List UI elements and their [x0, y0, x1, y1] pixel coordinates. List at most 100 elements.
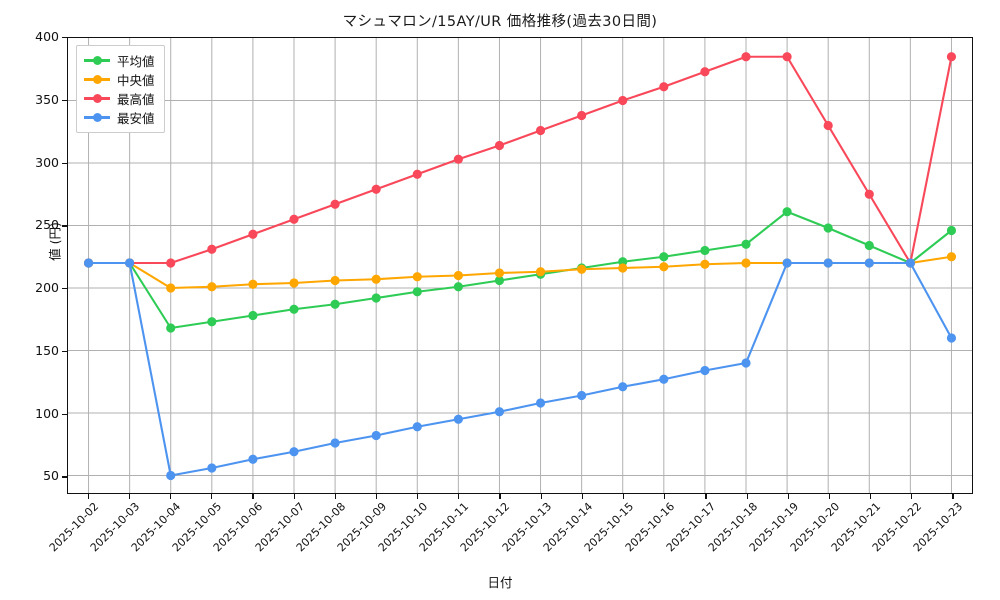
- x-tick-mark: [664, 494, 666, 499]
- series-marker: [371, 430, 381, 441]
- x-tick-mark: [169, 494, 172, 499]
- x-tick-mark: [622, 494, 625, 499]
- series-line-0: [87, 210, 953, 330]
- legend-label: 最高値: [117, 92, 155, 107]
- legend-label: 平均値: [117, 54, 155, 69]
- series-marker: [289, 214, 299, 224]
- legend-marker-icon: [93, 74, 102, 84]
- series-marker: [207, 463, 217, 473]
- series-marker: [741, 239, 751, 249]
- x-tick-mark: [334, 494, 336, 499]
- y-tick-label: 250: [35, 217, 59, 233]
- y-tick-mark: [62, 162, 67, 164]
- plot-area: [67, 37, 973, 494]
- x-tick-mark: [128, 494, 130, 499]
- x-tick-mark: [211, 494, 213, 499]
- series-marker: [782, 207, 792, 217]
- data-series-layer: [83, 52, 957, 481]
- series-marker: [659, 82, 669, 92]
- series-marker: [577, 110, 587, 121]
- legend-marker-icon: [93, 112, 102, 122]
- series-marker: [207, 317, 217, 327]
- x-tick-mark: [375, 494, 378, 499]
- series-marker: [782, 258, 792, 268]
- x-tick-mark: [911, 494, 913, 499]
- y-tick-label: 350: [35, 91, 59, 107]
- series-marker: [618, 382, 628, 392]
- series-marker: [700, 245, 710, 256]
- legend-swatch-0: [84, 55, 110, 65]
- x-tick-mark: [417, 494, 419, 499]
- series-marker: [864, 189, 874, 199]
- series-marker: [905, 258, 915, 268]
- series-marker: [166, 283, 176, 293]
- series-marker: [248, 310, 258, 321]
- y-tick-mark: [62, 350, 67, 353]
- y-tick-label: 100: [35, 405, 59, 421]
- y-tick-label: 200: [35, 280, 59, 296]
- y-tick-mark: [62, 99, 67, 101]
- legend-marker-icon: [93, 55, 102, 65]
- series-marker: [946, 52, 957, 62]
- series-marker: [412, 422, 422, 432]
- x-tick-mark: [252, 494, 254, 499]
- series-marker: [946, 252, 957, 262]
- series-marker: [166, 258, 176, 268]
- legend-label: 最安値: [117, 111, 155, 126]
- y-tick-mark: [62, 37, 67, 39]
- series-marker: [700, 365, 710, 376]
- series-marker: [577, 264, 587, 274]
- legend-item-3[interactable]: 最安値: [84, 108, 155, 127]
- y-tick-mark: [62, 476, 67, 478]
- series-marker: [618, 263, 628, 273]
- y-tick-label: 300: [35, 154, 59, 170]
- series-marker: [453, 414, 463, 424]
- series-marker: [535, 125, 546, 136]
- series-marker: [577, 390, 587, 401]
- x-tick-mark: [828, 494, 831, 499]
- legend-item-1[interactable]: 中央値: [84, 70, 155, 89]
- series-marker: [700, 259, 710, 269]
- series-marker: [371, 184, 381, 194]
- y-tick-mark: [62, 413, 67, 415]
- series-marker: [371, 274, 381, 284]
- series-marker: [453, 154, 463, 164]
- series-marker: [659, 374, 669, 384]
- x-tick-mark: [870, 494, 872, 499]
- series-marker: [494, 140, 505, 151]
- x-tick-mark: [952, 494, 954, 499]
- y-tick-mark: [62, 288, 67, 290]
- x-tick-mark: [705, 494, 707, 499]
- y-tick-label: 50: [43, 468, 59, 484]
- series-marker: [946, 333, 957, 343]
- series-marker: [248, 279, 258, 289]
- series-marker: [83, 258, 94, 268]
- series-marker: [330, 438, 340, 448]
- x-tick-mark: [746, 494, 748, 499]
- x-tick-mark: [499, 494, 501, 499]
- series-marker: [453, 270, 463, 281]
- series-marker: [166, 470, 176, 481]
- x-tick-mark: [458, 494, 460, 499]
- series-marker: [946, 225, 957, 236]
- series-marker: [207, 282, 217, 292]
- series-marker: [248, 229, 258, 239]
- chart-title: マシュマロン/15AY/UR 価格推移(過去30日間): [342, 14, 658, 30]
- x-tick-mark: [540, 494, 542, 499]
- series-marker: [700, 67, 710, 77]
- series-marker: [166, 323, 176, 333]
- y-tick-label: 150: [35, 342, 59, 358]
- series-marker: [289, 304, 299, 314]
- series-marker: [659, 252, 669, 262]
- legend-marker-icon: [93, 93, 102, 103]
- legend-item-2[interactable]: 最高値: [84, 89, 155, 108]
- series-marker: [494, 275, 505, 286]
- series-marker: [289, 447, 299, 457]
- series-marker: [330, 275, 340, 286]
- legend-item-0[interactable]: 平均値: [84, 51, 155, 70]
- chart-legend: 平均値 中央値 最高値 最安値: [76, 45, 165, 133]
- series-marker: [412, 169, 422, 179]
- series-marker: [741, 258, 751, 268]
- series-marker: [618, 95, 628, 106]
